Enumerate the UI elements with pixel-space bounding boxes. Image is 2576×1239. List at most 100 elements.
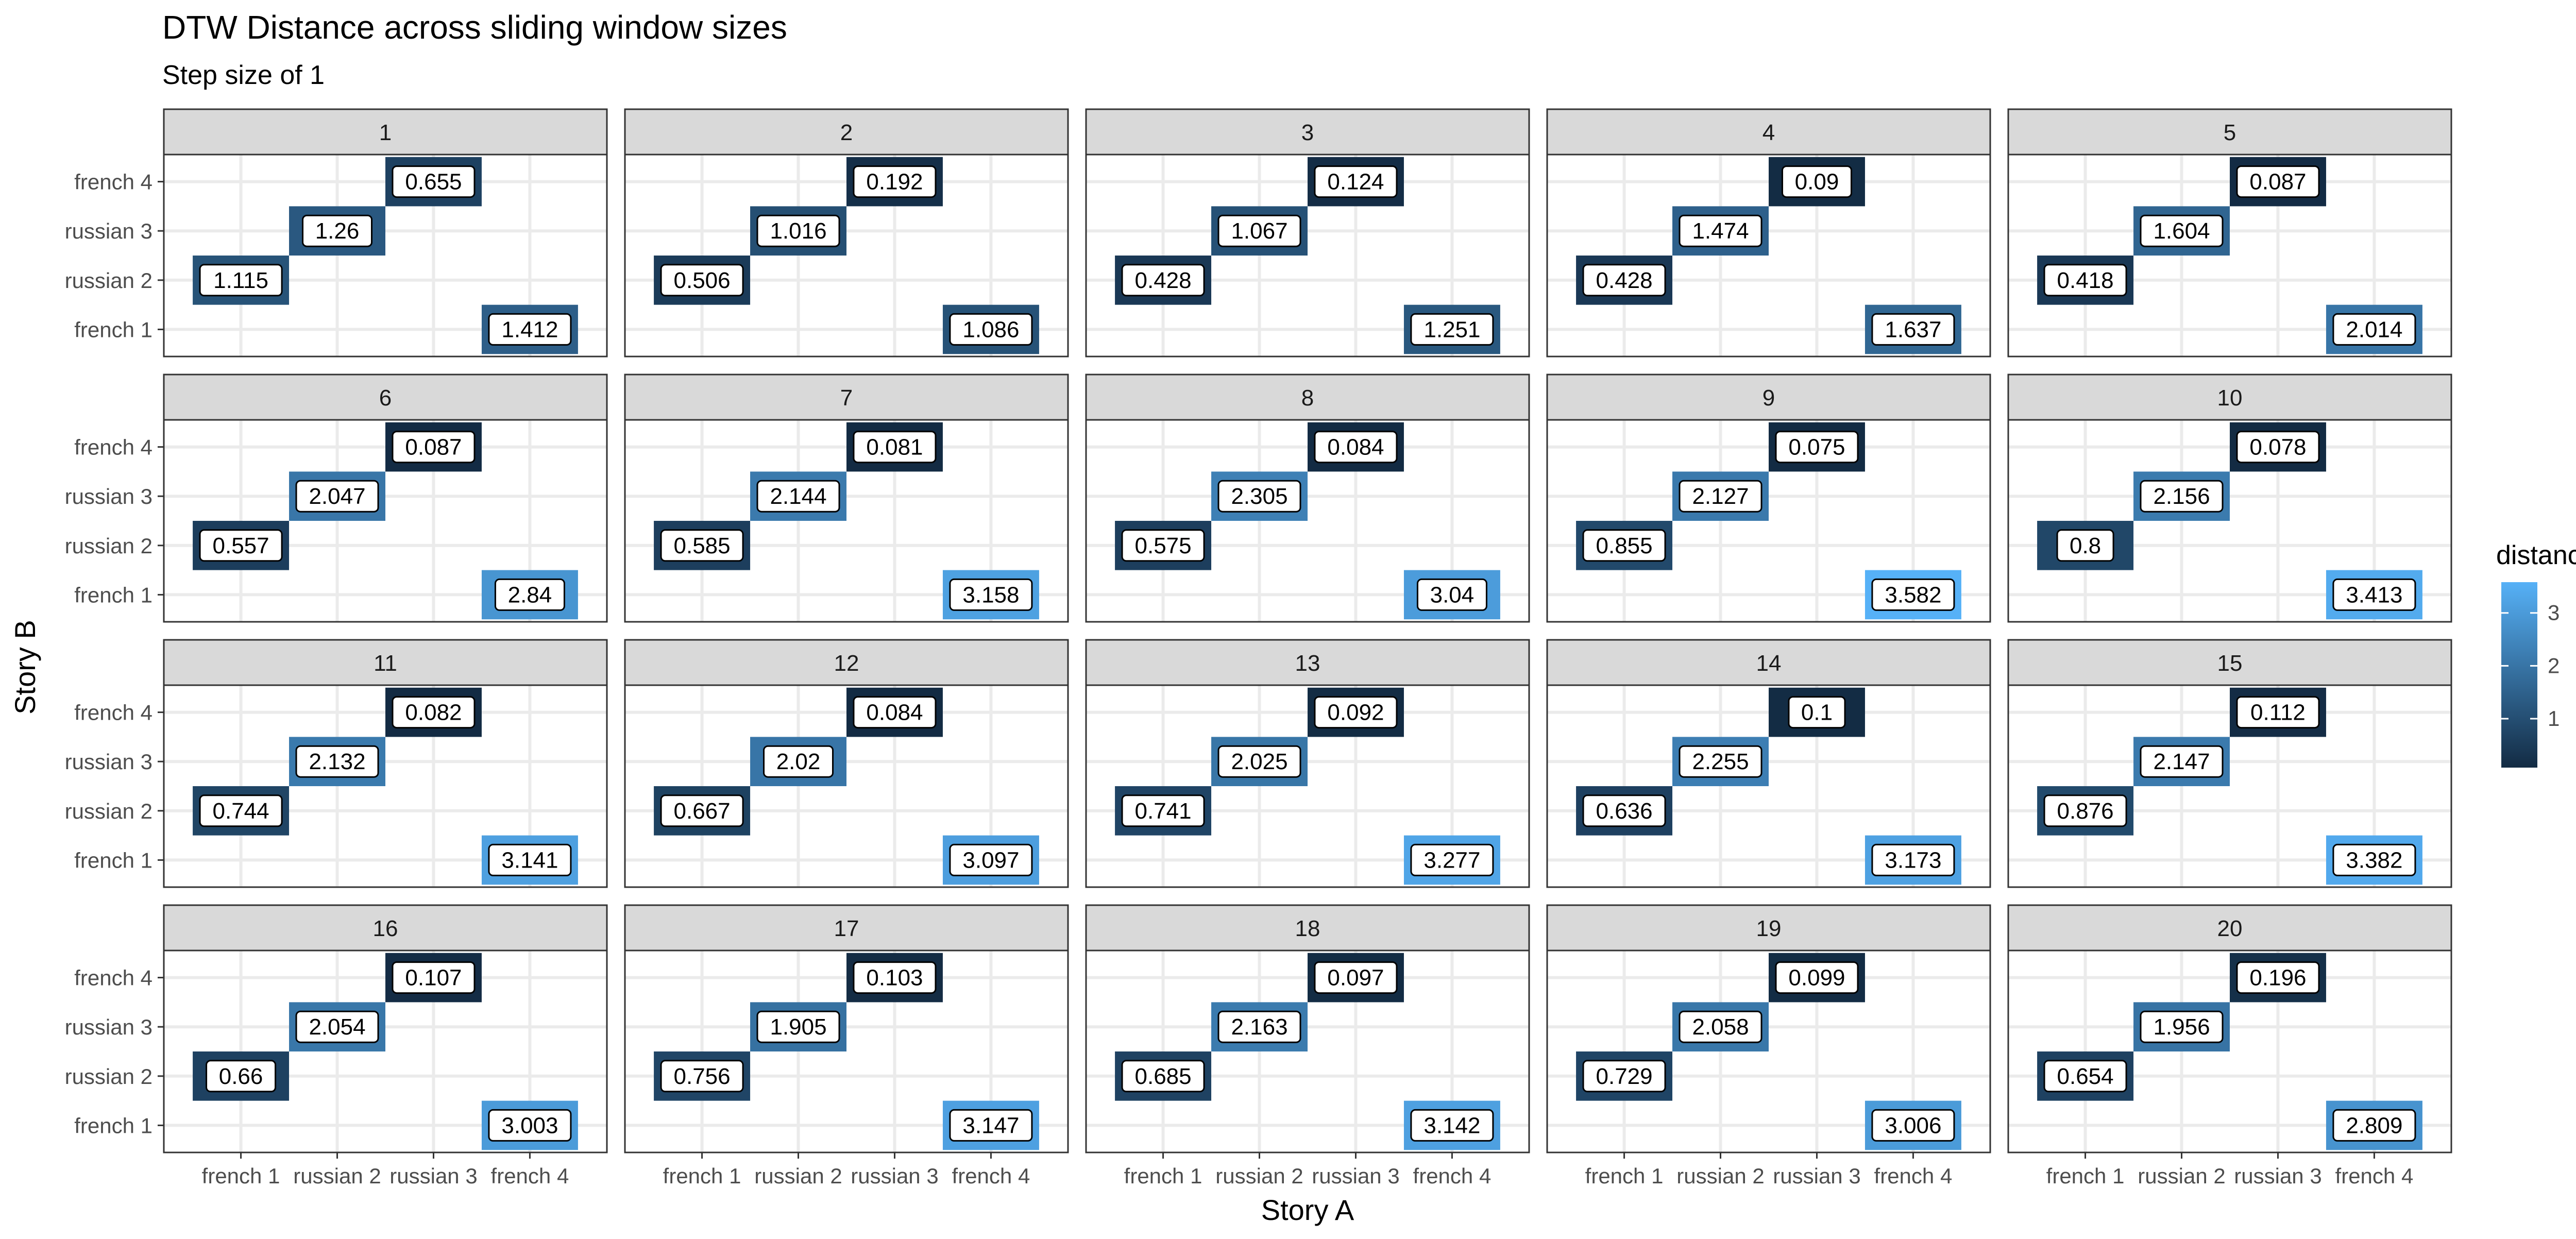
tile-label-box: [488, 1109, 572, 1142]
tile-label-box: [199, 794, 283, 827]
tile-value-label: 3.582: [1885, 582, 1941, 607]
x-axis-tick-label: french 1: [1585, 1164, 1664, 1188]
panel-border: [163, 684, 608, 888]
tile-label-box: [1871, 1109, 1955, 1142]
facet-label: 17: [834, 916, 859, 941]
tile-label-box: [2236, 696, 2320, 729]
y-axis-tick-label: russian 2: [65, 799, 152, 823]
panel-border: [1546, 684, 1991, 888]
tile-label-box: [488, 843, 572, 876]
facet-panel: 10 0.8 2.156 0.078 3.413: [2007, 374, 2452, 623]
facet-strip: [1546, 639, 1991, 686]
tile-value-label: 3.173: [1885, 847, 1941, 873]
tile-label-box: [295, 1010, 379, 1043]
x-axis-tick-label: russian 2: [2138, 1164, 2225, 1188]
y-axis-tick-label: russian 3: [65, 750, 152, 774]
tile-value-label: 0.428: [1596, 268, 1653, 293]
x-axis-tick-label: french 1: [663, 1164, 741, 1188]
tile-value-label: 1.086: [962, 317, 1019, 342]
facet-label: 9: [1762, 385, 1775, 411]
facet-panel: 18 0.685 2.163 0.097 3.142 french 1 russian 2 r…: [1085, 904, 1530, 1188]
x-axis-tick-label: french 1: [202, 1164, 280, 1188]
tile-label-box: [1582, 794, 1666, 827]
chart-subtitle: Step size of 1: [162, 60, 325, 90]
panel-border: [163, 949, 608, 1153]
tile-label-box: [660, 794, 744, 827]
tile-label-box: [1679, 745, 1762, 778]
tile-label-box: [1217, 480, 1301, 513]
x-axis-tick-label: french 4: [952, 1164, 1030, 1188]
tile-label-box: [1582, 264, 1666, 297]
facet-strip: [1085, 639, 1530, 686]
x-axis-tick-label: french 4: [1413, 1164, 1492, 1188]
panel-border: [624, 154, 1069, 358]
tile-value-label: 1.474: [1692, 218, 1749, 244]
facet-label: 13: [1295, 651, 1320, 676]
tile-label-box: [949, 578, 1033, 611]
tile-value-label: 2.163: [1231, 1014, 1287, 1040]
facet-label: 11: [374, 651, 397, 676]
y-axis-tick-label: russian 2: [65, 1064, 152, 1089]
facet-panel: 1 1.115 1.26 0.655 1.412 french 1 russian 2 rus…: [65, 108, 608, 358]
tile-value-label: 2.84: [508, 582, 552, 607]
tile-label-box: [1121, 264, 1205, 297]
y-axis-title: Story B: [9, 620, 41, 715]
tile-value-label: 1.115: [213, 268, 268, 293]
facet-panel: 7 0.585 2.144 0.081 3.158: [624, 374, 1069, 623]
tile-label-box: [1410, 313, 1494, 346]
tile-value-label: 2.132: [309, 749, 365, 774]
facet-strip: [2007, 374, 2452, 421]
tile-value-label: 2.809: [2346, 1113, 2402, 1138]
y-axis-tick-label: french 1: [74, 317, 152, 342]
tile-value-label: 3.158: [962, 582, 1019, 607]
tile-value-label: 0.1: [1801, 700, 1833, 725]
tile-label-box: [756, 1010, 840, 1043]
x-axis-tick-label: french 4: [1874, 1164, 1953, 1188]
tile-value-label: 3.277: [1423, 847, 1480, 873]
tile-value-label: 2.025: [1231, 749, 1287, 774]
facet-label: 10: [2217, 385, 2243, 411]
tile-value-label: 1.412: [501, 317, 558, 342]
y-axis-tick-label: french 1: [74, 1113, 152, 1138]
tile-label-box: [1788, 696, 1846, 729]
tile-label-box: [1121, 794, 1205, 827]
tile-value-label: 0.741: [1135, 799, 1192, 824]
facet-label: 3: [1301, 120, 1314, 145]
tile-value-label: 2.014: [2346, 317, 2402, 342]
tile-label-box: [488, 313, 572, 346]
tile-label-box: [1582, 529, 1666, 562]
facet-strip: [163, 374, 608, 421]
legend-tick-label: 1: [2548, 706, 2560, 731]
tile-label-box: [392, 961, 476, 994]
y-axis-tick-label: french 4: [74, 435, 152, 460]
x-axis-tick-label: russian 2: [1215, 1164, 1303, 1188]
tile-label-box: [1410, 843, 1494, 876]
facet-panel: 13 0.741 2.025 0.092 3.277: [1085, 639, 1530, 888]
panel-border: [1085, 949, 1530, 1153]
tile-value-label: 0.092: [1327, 700, 1384, 725]
tile-label-box: [2140, 214, 2224, 247]
tile-value-label: 0.09: [1795, 169, 1839, 195]
tile-value-label: 0.557: [213, 533, 269, 558]
tile-value-label: 0.124: [1327, 169, 1384, 195]
tile-label-box: [2056, 529, 2114, 562]
tile-label-box: [949, 1109, 1033, 1142]
tile-value-label: 3.147: [962, 1113, 1019, 1138]
facet-panel: 3 0.428 1.067 0.124 1.251: [1085, 108, 1530, 358]
tile-label-box: [1314, 165, 1398, 198]
tile-label-box: [853, 165, 937, 198]
tile-value-label: 3.006: [1885, 1113, 1941, 1138]
legend-colorbar: [2501, 582, 2537, 768]
tile-value-label: 0.685: [1135, 1064, 1192, 1089]
y-axis-tick-label: french 4: [74, 966, 152, 990]
tile-label-box: [949, 843, 1033, 876]
tile-value-label: 1.637: [1885, 317, 1941, 342]
facet-panel: 6 0.557 2.047 0.087 2.84 french 1 russian 2 rus…: [65, 374, 608, 623]
tile-label-box: [2140, 1010, 2224, 1043]
panel-border: [2007, 949, 2452, 1153]
tile-value-label: 0.112: [2250, 700, 2306, 725]
tile-value-label: 2.058: [1692, 1014, 1749, 1040]
tile-label-box: [1582, 1060, 1666, 1093]
facet-label: 5: [2224, 120, 2236, 145]
